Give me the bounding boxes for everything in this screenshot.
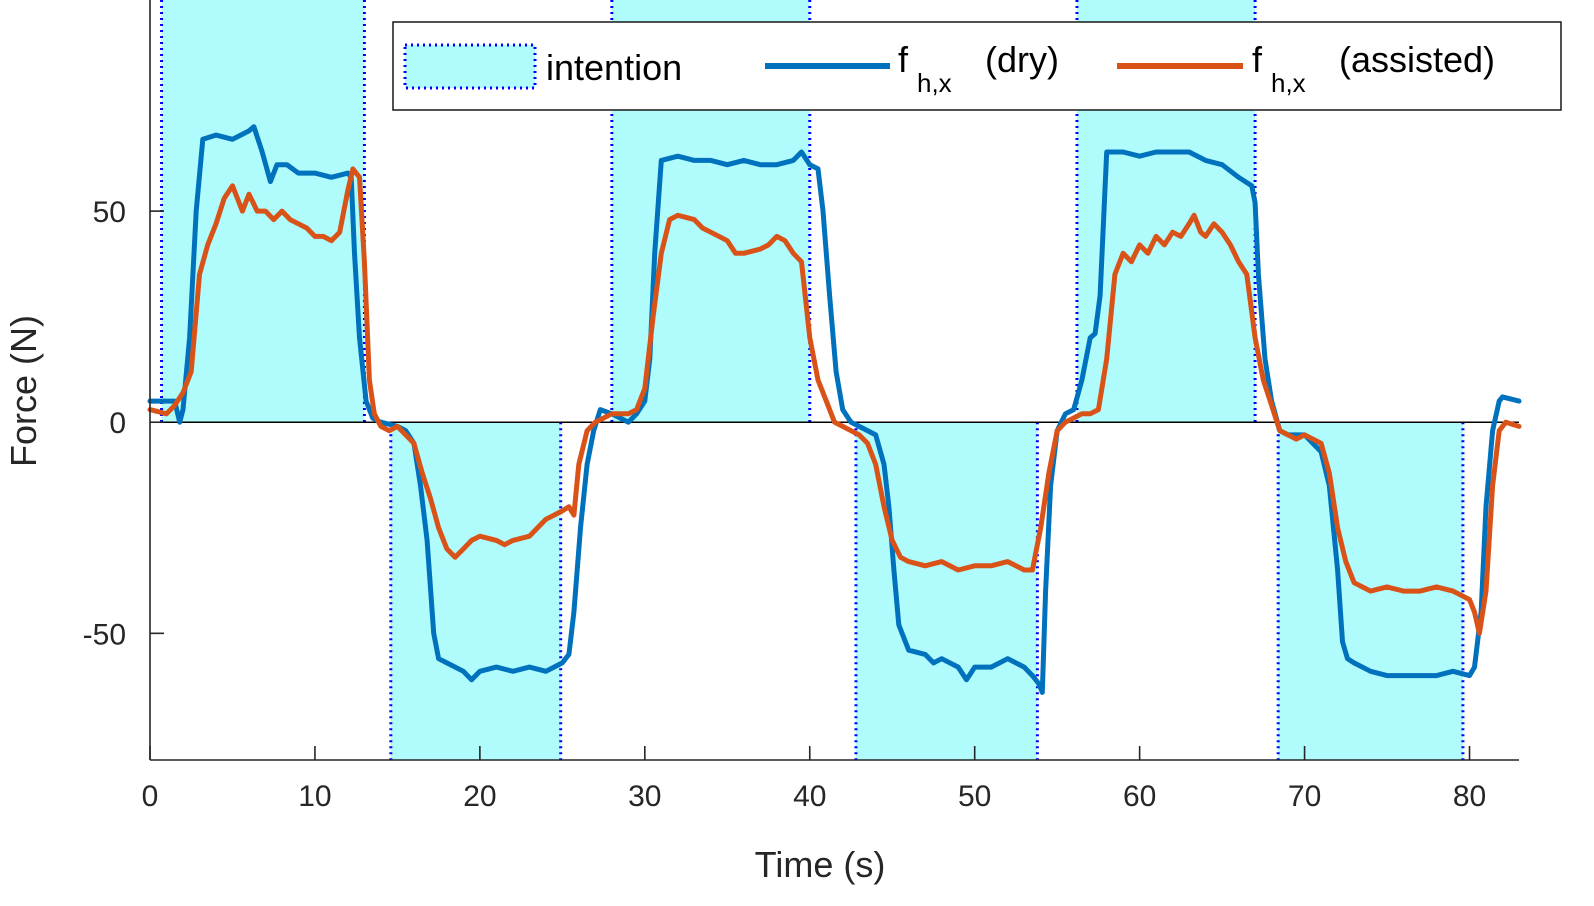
x-tick-label-0: 0: [142, 780, 159, 813]
x-tick-label-30: 30: [628, 780, 661, 813]
x-tick-label-70: 70: [1288, 780, 1321, 813]
x-tick-label-50: 50: [958, 780, 991, 813]
x-tick-label-60: 60: [1123, 780, 1156, 813]
x-ticks: 0 10 20 30 40 50 60 70 80: [142, 746, 1486, 813]
y-tick-label-0: 0: [109, 407, 126, 440]
y-axis-title: Force (N): [3, 315, 44, 467]
legend-assisted-suffix: (assisted): [1339, 39, 1495, 80]
legend-dry-suffix: (dry): [985, 39, 1059, 80]
legend-dry-sub: h,x: [917, 68, 952, 98]
y-tick-label-50: 50: [93, 196, 126, 229]
x-axis-title: Time (s): [755, 844, 886, 885]
legend-assisted-sub: h,x: [1271, 68, 1306, 98]
legend-dry-main: f: [898, 39, 909, 80]
y-tick-label--50: -50: [83, 618, 126, 651]
x-tick-label-40: 40: [793, 780, 826, 813]
legend-intention-label: intention: [546, 47, 682, 88]
series-assisted-line: [147, 166, 1522, 636]
legend-assisted-main: f: [1252, 39, 1263, 80]
x-tick-label-20: 20: [463, 780, 496, 813]
y-ticks: -50 0 50: [83, 196, 164, 651]
x-tick-label-10: 10: [298, 780, 331, 813]
legend-intention-swatch: [403, 43, 537, 90]
legend: intention f h,x (dry) f h,x (assisted): [392, 21, 1562, 111]
x-tick-label-80: 80: [1453, 780, 1486, 813]
legend-box: [392, 21, 1562, 111]
series-layer: [147, 124, 1522, 695]
